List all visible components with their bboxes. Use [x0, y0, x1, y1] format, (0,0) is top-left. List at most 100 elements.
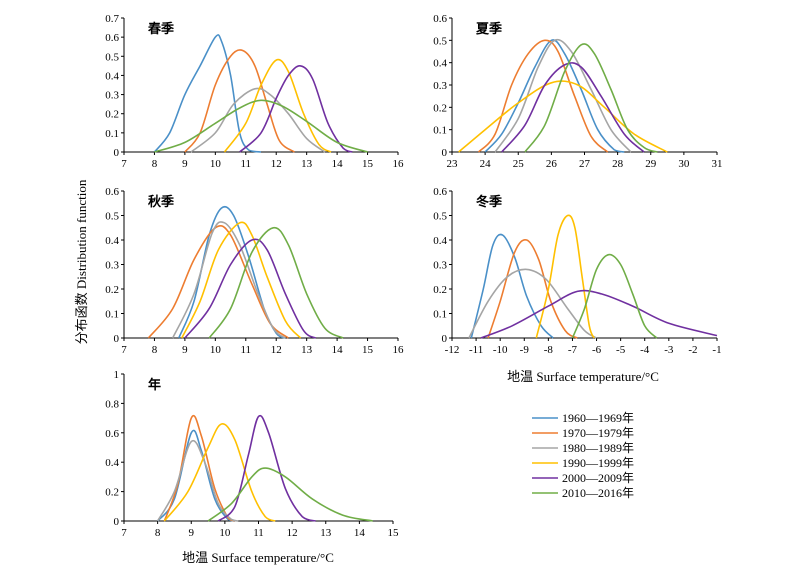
y-tick-label: 0.6 [105, 32, 119, 44]
series-line [178, 205, 286, 339]
x-tick-label: 13 [301, 158, 313, 170]
x-tick-label: 9 [182, 344, 188, 356]
x-tick-label: -11 [469, 344, 483, 356]
chart-panel-4: 0 0.2 0.4 0.6 0.8 1 7 8 9 10 11 12 13 14 15 年 [105, 369, 399, 539]
x-tick-label: -9 [520, 344, 530, 356]
x-tick-label: 10 [210, 158, 222, 170]
y-tick-label: 0.3 [105, 90, 119, 102]
y-tick-label: 0 [114, 147, 120, 159]
series-line [217, 414, 316, 522]
x-tick-label: 12 [271, 344, 282, 356]
x-tick-label: -8 [544, 344, 554, 356]
y-tick-label: 0.6 [433, 186, 447, 198]
shared-x-axis-label-right: 地温 Surface temperature/°C [507, 369, 659, 384]
x-tick-label: 24 [480, 158, 492, 170]
chart-panel-0: 0 0.1 0.2 0.3 0.4 0.5 0.6 0.7 7 8 9 10 11 12 13 14 15 16 春… [105, 13, 404, 170]
panel-title: 春季 [147, 21, 174, 36]
y-tick-label: 0 [114, 516, 120, 528]
x-tick-label: 10 [219, 527, 231, 539]
x-tick-label: 11 [253, 527, 264, 539]
y-tick-label: 0.3 [433, 260, 447, 272]
y-tick-label: 0.2 [105, 284, 119, 296]
y-tick-label: 0.2 [105, 109, 119, 121]
panel-title: 年 [148, 377, 161, 392]
series-line [184, 49, 295, 153]
shared-y-axis-label: 分布函数 Distribution function [74, 179, 89, 344]
series-line [535, 214, 595, 339]
x-tick-label: 9 [189, 527, 195, 539]
x-tick-label: -10 [493, 344, 508, 356]
series-line [147, 225, 289, 339]
y-tick-label: 0 [442, 333, 448, 345]
series-line [494, 38, 632, 153]
x-tick-label: 16 [393, 158, 405, 170]
y-tick-label: 0 [442, 147, 448, 159]
x-tick-label: 29 [645, 158, 657, 170]
series-line [207, 467, 373, 522]
x-tick-label: 7 [121, 527, 127, 539]
x-tick-label: 12 [287, 527, 298, 539]
legend-item: 1990—1999年 [532, 456, 634, 470]
y-tick-label: 0.2 [433, 102, 447, 114]
y-tick-label: 0.2 [433, 284, 447, 296]
series-line [154, 99, 368, 153]
series-line [458, 80, 668, 153]
legend-label: 2010—2016年 [562, 486, 634, 500]
chart-panel-3: 0 0.1 0.2 0.3 0.4 0.5 0.6 -12 -11 -10 -9 -8 -7 -6 -5 -4… [433, 186, 721, 356]
legend-label: 1980—1989年 [562, 441, 634, 455]
x-tick-label: -4 [640, 344, 650, 356]
panel-title: 夏季 [475, 21, 502, 36]
x-tick-label: 8 [152, 158, 158, 170]
legend-label: 1960—1969年 [562, 411, 634, 425]
x-tick-label: 15 [362, 158, 374, 170]
x-tick-label: 8 [152, 344, 158, 356]
x-tick-label: 10 [210, 344, 222, 356]
legend-item: 2010—2016年 [532, 486, 634, 500]
series-line [190, 87, 326, 153]
chart-panels: 00.10.20.30.40.50.60.77 8 9 10 11 12 13 14 15 16春… [105, 13, 722, 539]
x-tick-label: 30 [678, 158, 690, 170]
y-tick-label: 0.5 [433, 211, 447, 223]
x-tick-label: 25 [513, 158, 525, 170]
y-tick-label: 0.4 [433, 58, 447, 70]
y-tick-label: 0.5 [105, 51, 119, 63]
x-tick-label: -12 [445, 344, 460, 356]
x-tick-label: -7 [568, 344, 578, 356]
legend-label: 1970—1979年 [562, 426, 634, 440]
x-tick-label: 8 [155, 527, 161, 539]
x-tick-label: 7 [121, 158, 127, 170]
x-tick-label: 12 [271, 158, 282, 170]
series-line [171, 221, 286, 339]
legend-label: 2000—2009年 [562, 471, 634, 485]
x-tick-label: 27 [579, 158, 591, 170]
x-tick-label: 14 [332, 158, 344, 170]
series-line [223, 58, 332, 153]
x-tick-label: 9 [182, 158, 188, 170]
series-line [153, 34, 262, 153]
x-tick-label: -2 [688, 344, 697, 356]
y-tick-label: 0.3 [105, 260, 119, 272]
legend-item: 2000—2009年 [532, 471, 634, 485]
chart-panel-2: 0 0.1 0.2 0.3 0.4 0.5 0.6 7 8 9 10 11 12 13 14 15 16 秋季 [105, 186, 404, 356]
x-tick-label: 26 [546, 158, 558, 170]
series-line [468, 268, 597, 339]
x-tick-label: -3 [664, 344, 674, 356]
y-tick-label: 0.6 [105, 186, 119, 198]
x-tick-label: 13 [301, 344, 313, 356]
x-tick-label: -1 [712, 344, 721, 356]
x-tick-label: 11 [240, 158, 251, 170]
x-tick-label: 28 [612, 158, 624, 170]
series-line [484, 39, 625, 153]
shared-x-axis-label-bottom: 地温 Surface temperature/°C [182, 550, 334, 565]
chart-panel-1: 0 0.1 0.2 0.3 0.4 0.5 0.6 23 24 25 26 27 28 29 30 31 夏季 [433, 13, 722, 170]
series-line [239, 65, 353, 153]
series-line [208, 226, 344, 339]
x-tick-label: -6 [592, 344, 602, 356]
series-line [477, 39, 609, 153]
series-line [181, 221, 302, 339]
x-tick-label: 31 [712, 158, 723, 170]
y-tick-label: 0.5 [433, 35, 447, 47]
series-line [487, 238, 578, 339]
x-tick-label: 11 [240, 344, 251, 356]
x-tick-label: 13 [320, 527, 332, 539]
